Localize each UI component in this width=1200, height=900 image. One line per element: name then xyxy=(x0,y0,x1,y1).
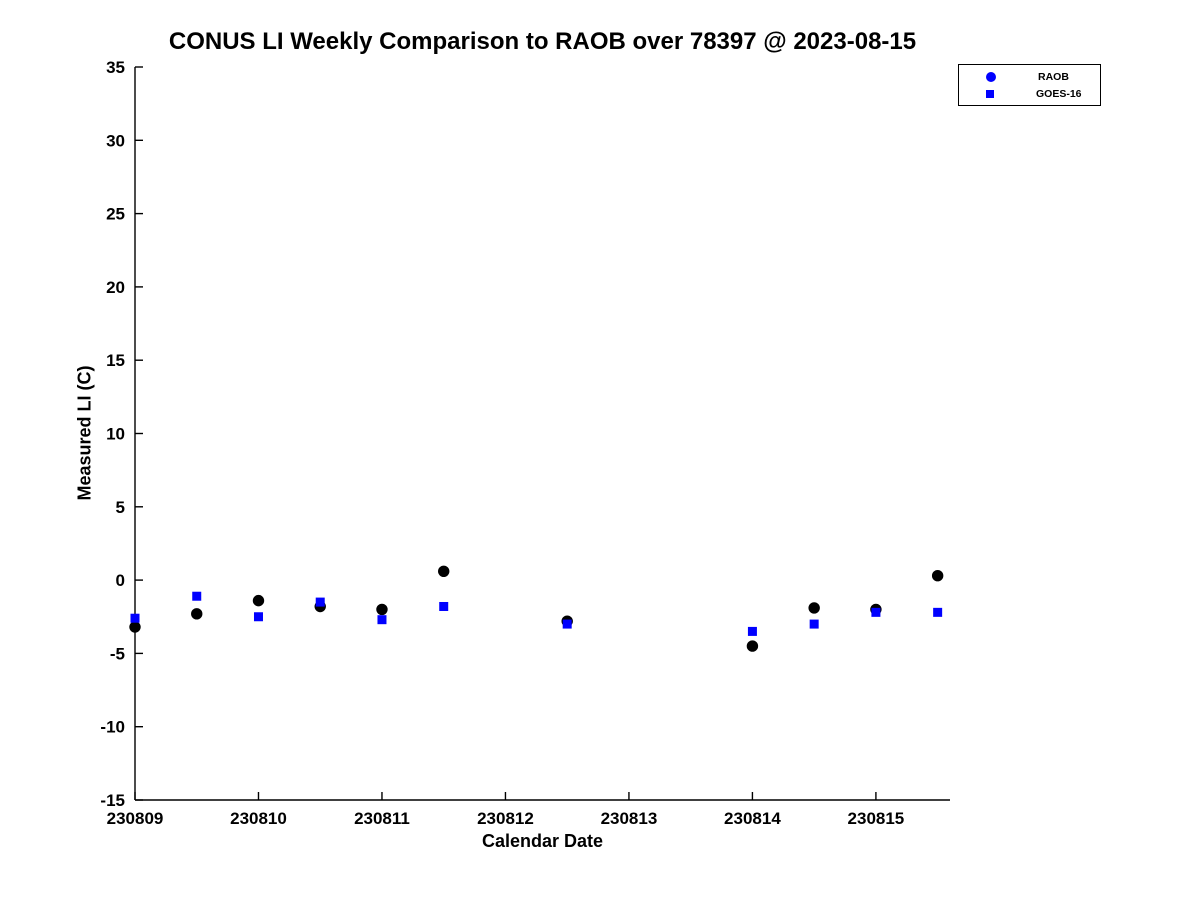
legend-label: GOES-16 xyxy=(1036,87,1082,100)
y-tick-label: 30 xyxy=(106,131,125,150)
y-tick-label: -15 xyxy=(100,791,125,810)
square-marker-icon xyxy=(986,89,994,98)
x-tick-label: 230809 xyxy=(107,809,164,828)
goes16-data-point xyxy=(809,619,819,629)
raob-data-point xyxy=(376,603,388,616)
legend-label: RAOB xyxy=(1038,70,1069,83)
goes16-data-point xyxy=(747,626,757,636)
y-tick-label: 5 xyxy=(116,498,125,517)
goes16-data-point xyxy=(192,591,202,601)
goes16-data-point xyxy=(439,601,449,611)
x-tick-label: 230814 xyxy=(724,809,781,828)
x-axis-label: Calendar Date xyxy=(481,831,604,851)
legend-entry-raob: RAOB xyxy=(959,69,1100,85)
legend: RAOB GOES-16 xyxy=(958,64,1101,106)
raob-data-point xyxy=(931,570,944,582)
y-tick-label: -10 xyxy=(100,718,125,737)
chart-title: CONUS LI Weekly Comparison to RAOB over … xyxy=(168,28,917,55)
goes16-data-point xyxy=(562,619,572,629)
x-tick-label: 230813 xyxy=(601,809,658,828)
goes16-data-point xyxy=(933,607,943,617)
legend-entry-goes-16: GOES-16 xyxy=(959,86,1100,102)
raob-data-point xyxy=(438,565,450,578)
raob-data-point xyxy=(252,594,265,607)
y-tick-label: 35 xyxy=(106,58,125,77)
y-tick-label: -5 xyxy=(110,644,125,663)
circle-marker-icon xyxy=(986,71,996,82)
goes16-data-point xyxy=(130,613,140,623)
raob-data-point xyxy=(129,621,141,633)
y-tick-label: 25 xyxy=(106,205,125,224)
raob-data-point xyxy=(191,608,203,620)
raob-data-point xyxy=(808,602,820,614)
y-axis-label: Measured LI (C) xyxy=(74,365,95,501)
goes16-data-point xyxy=(871,607,881,617)
goes16-data-point xyxy=(253,612,263,622)
x-tick-label: 230811 xyxy=(354,809,410,828)
x-tick-label: 230810 xyxy=(230,809,287,828)
x-tick-label: 230812 xyxy=(477,809,534,828)
goes16-data-point xyxy=(315,597,325,607)
y-tick-label: 10 xyxy=(106,425,125,444)
y-tick-label: 15 xyxy=(106,351,125,370)
y-tick-label: 20 xyxy=(106,278,125,297)
y-tick-label: 0 xyxy=(116,571,125,590)
x-tick-label: 230815 xyxy=(848,809,905,828)
raob-data-point xyxy=(746,640,759,652)
goes16-data-point xyxy=(377,615,387,625)
